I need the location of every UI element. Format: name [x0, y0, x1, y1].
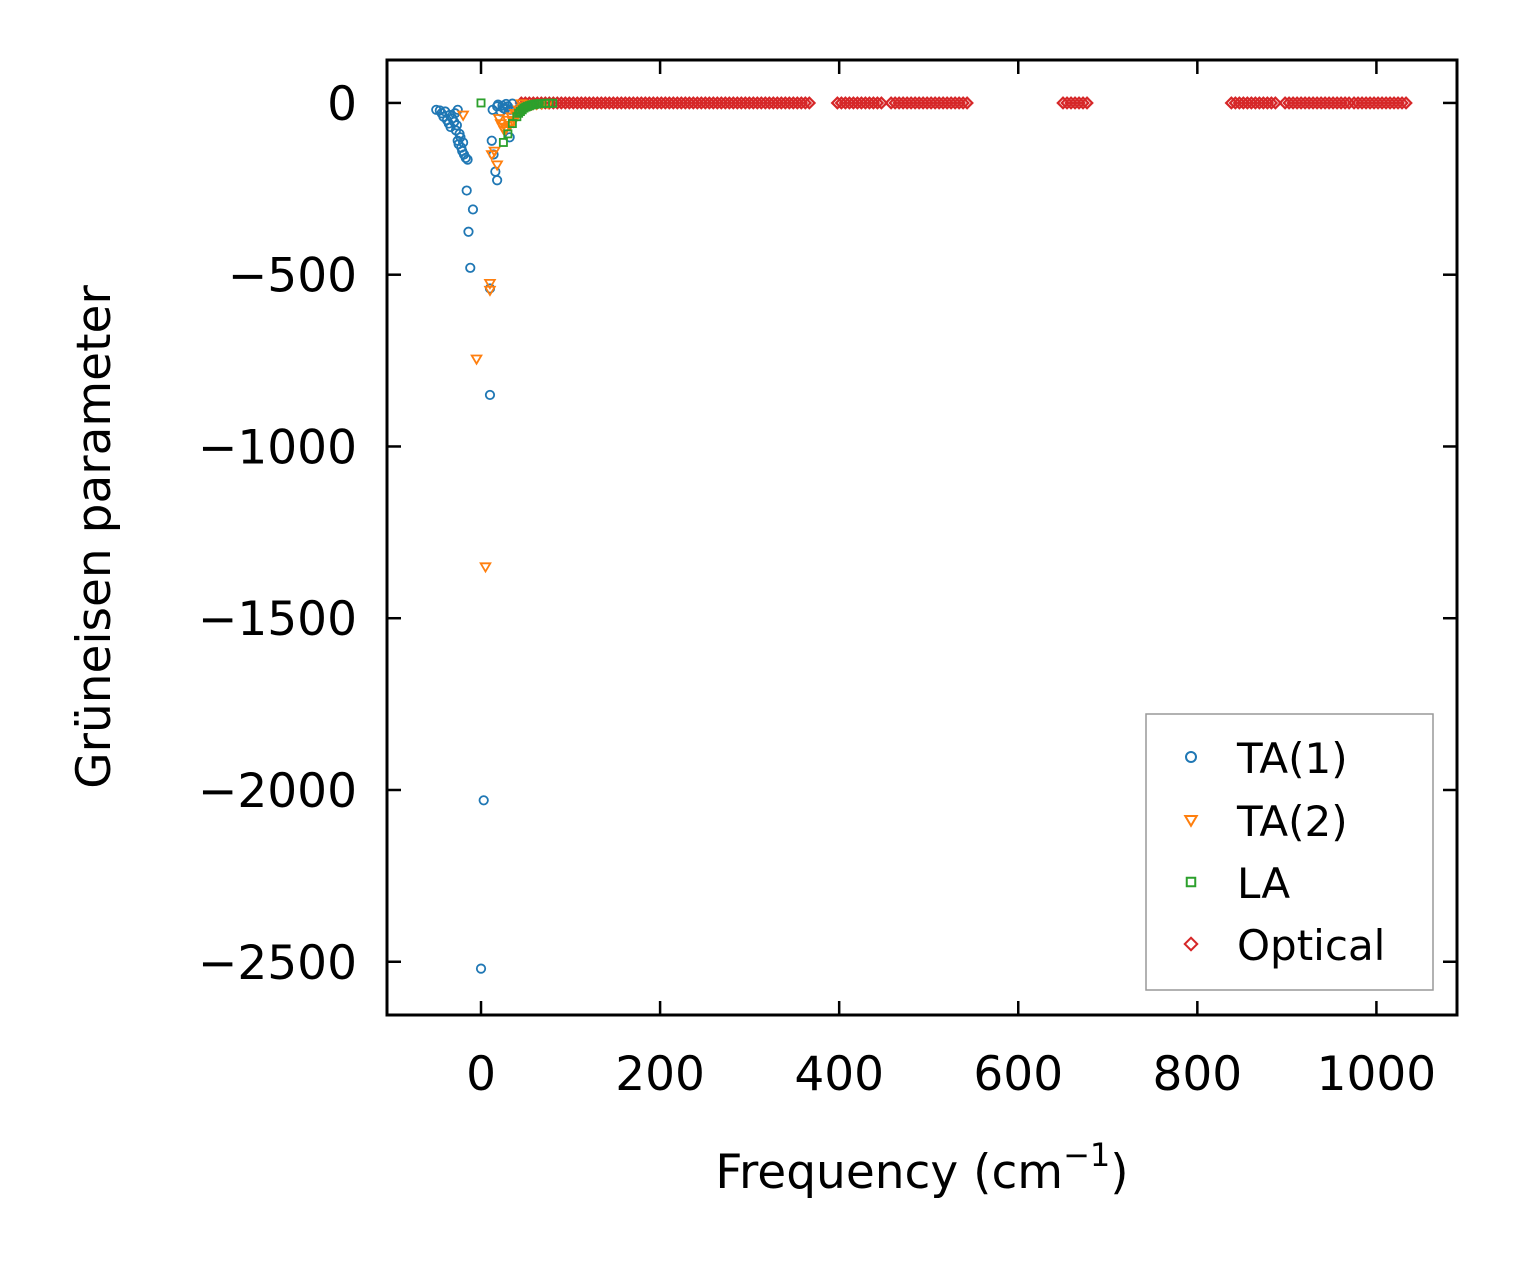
ta1-point [467, 204, 479, 215]
optical-point [1264, 96, 1279, 110]
optical-point [1338, 96, 1352, 110]
ta1-point [462, 154, 473, 165]
ta1-point [455, 132, 466, 143]
ta1-point [460, 152, 471, 164]
x-tick-label: 600 [973, 1047, 1063, 1102]
optical-point [956, 96, 970, 110]
legend-label-ta1: TA(1) [1236, 734, 1348, 783]
ta2-point [483, 285, 497, 297]
y-tick-label: −1000 [198, 420, 357, 475]
x-tick-label: 0 [466, 1047, 496, 1102]
la-point [476, 98, 486, 108]
optical-point [802, 96, 817, 110]
ta1-point [492, 175, 503, 186]
legend: TA(1) TA(2) LA Optical [1145, 713, 1434, 991]
ta1-point [451, 120, 462, 131]
plot-area [431, 96, 1413, 974]
la-point [548, 98, 558, 108]
x-ticks: 0 200 400 600 800 1000 [466, 60, 1436, 1102]
ta1-point [465, 262, 476, 273]
x-tick-label: 400 [794, 1047, 884, 1102]
x-axis-title-exponent: −1 [1063, 1136, 1110, 1174]
ta2-point [488, 146, 501, 158]
optical-point [1399, 96, 1413, 110]
optical-point [1268, 96, 1283, 110]
x-tick-label: 800 [1152, 1047, 1242, 1102]
ta1-point [458, 137, 469, 148]
y-axis-title: Grüneisen parameter [67, 285, 122, 789]
ta2-point [492, 114, 506, 126]
legend-marker-optical [1183, 936, 1199, 952]
la-point [498, 137, 508, 147]
ta1-point [486, 135, 497, 146]
optical-point [798, 96, 813, 110]
x-axis-title-close: ) [1110, 1145, 1128, 1200]
x-axis-title-main: Frequency (cm [715, 1145, 1063, 1200]
legend-marker-ta1 [1185, 751, 1197, 763]
ta1-point [461, 185, 472, 196]
ta1-point [507, 98, 518, 109]
ta2-point [479, 562, 492, 574]
plot-frame [385, 58, 1459, 1017]
ta1-point [475, 963, 487, 974]
x-tick-label: 1000 [1317, 1047, 1437, 1102]
ta2-point [490, 160, 504, 172]
ta1-point [484, 389, 496, 401]
legend-marker-ta2 [1183, 814, 1199, 828]
optical-point [1076, 96, 1090, 110]
la-point [503, 129, 513, 139]
ta2-point [483, 279, 497, 290]
y-ticks: 0 −500 −1000 −1500 −2000 −2500 [198, 77, 1457, 991]
x-axis-title: Frequency (cm−1) [715, 1136, 1128, 1200]
ta2-point [470, 354, 483, 366]
ta2-point [456, 110, 470, 122]
legend-label-la: LA [1237, 859, 1290, 908]
optical-point [1395, 96, 1409, 110]
ta1-point [452, 104, 463, 115]
y-tick-label: −500 [228, 249, 357, 304]
legend-box [1145, 713, 1434, 991]
legend-marker-la [1185, 876, 1197, 888]
y-tick-label: 0 [327, 77, 357, 132]
optical-point [870, 96, 885, 110]
y-tick-label: −2500 [198, 936, 357, 991]
la-point [507, 119, 517, 129]
y-tick-label: −1500 [198, 592, 357, 647]
optical-point [960, 96, 974, 110]
legend-label-ta2: TA(2) [1236, 797, 1348, 846]
ta1-point [463, 226, 474, 237]
optical-point [1342, 96, 1356, 110]
ta1-point [478, 795, 489, 806]
x-tick-label: 200 [615, 1047, 705, 1102]
optical-point [1080, 96, 1094, 110]
legend-label-optical: Optical [1237, 921, 1385, 970]
scatter-layer [431, 96, 1413, 974]
y-tick-label: −2000 [198, 764, 357, 819]
legend-markers [1183, 751, 1199, 952]
optical-point [874, 96, 889, 110]
